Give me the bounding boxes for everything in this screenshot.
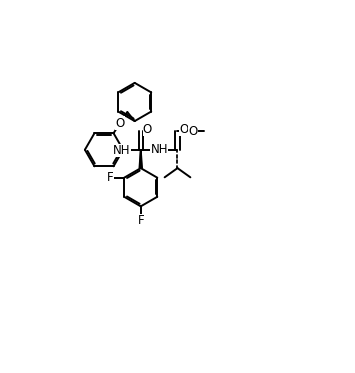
Text: F: F <box>107 171 114 184</box>
Text: O: O <box>189 125 198 138</box>
Text: NH: NH <box>151 143 168 156</box>
Text: O: O <box>143 123 152 136</box>
Text: F: F <box>137 214 144 227</box>
Text: O: O <box>115 117 125 129</box>
Text: NH: NH <box>113 144 130 157</box>
Text: O: O <box>180 123 189 136</box>
